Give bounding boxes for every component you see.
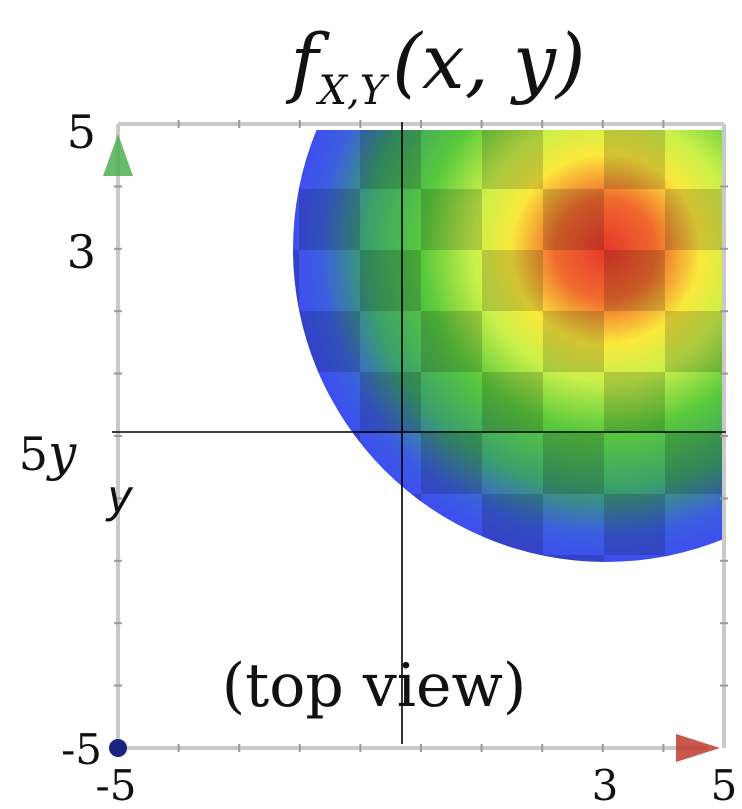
x-axis-arrow bbox=[676, 734, 720, 762]
y-axis-label-upper: y bbox=[46, 424, 77, 482]
checker-overlay bbox=[293, 122, 725, 562]
frame-ticks bbox=[114, 120, 728, 752]
x-tick-label-right: 5 bbox=[711, 761, 738, 809]
view-label: (top view) bbox=[222, 651, 526, 721]
y-axis-arrow bbox=[103, 134, 133, 176]
x-tick-label-3: 3 bbox=[592, 761, 619, 809]
y-tick-label-3: 3 bbox=[67, 225, 96, 279]
y-tick-label-top: 5 bbox=[67, 105, 96, 159]
chart-title: fX,Y(x, y) bbox=[285, 17, 585, 114]
origin-marker bbox=[109, 739, 127, 757]
y-axis-label-lower: y bbox=[105, 470, 134, 522]
x-tick-label-left: -5 bbox=[96, 761, 137, 809]
y-tick-label-bottom: -5 bbox=[61, 725, 102, 774]
density-surface bbox=[116, 122, 725, 562]
y-tick-label-middle: 5 bbox=[19, 427, 48, 481]
